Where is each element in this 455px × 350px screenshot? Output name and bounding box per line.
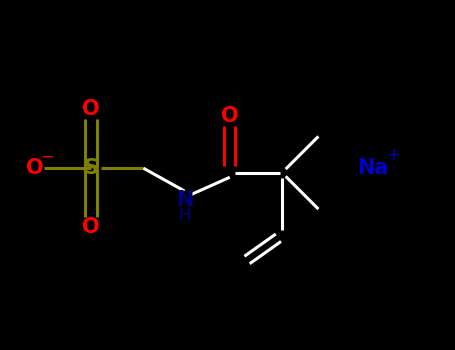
Text: H: H xyxy=(178,207,191,225)
Text: O: O xyxy=(82,99,100,119)
Text: S: S xyxy=(84,158,99,178)
Text: O: O xyxy=(221,106,238,126)
Text: +: + xyxy=(386,146,400,163)
Text: O: O xyxy=(82,217,100,237)
Text: −: − xyxy=(40,148,54,166)
Text: Na: Na xyxy=(357,158,389,178)
Text: O: O xyxy=(25,158,43,178)
Text: N: N xyxy=(176,190,193,210)
